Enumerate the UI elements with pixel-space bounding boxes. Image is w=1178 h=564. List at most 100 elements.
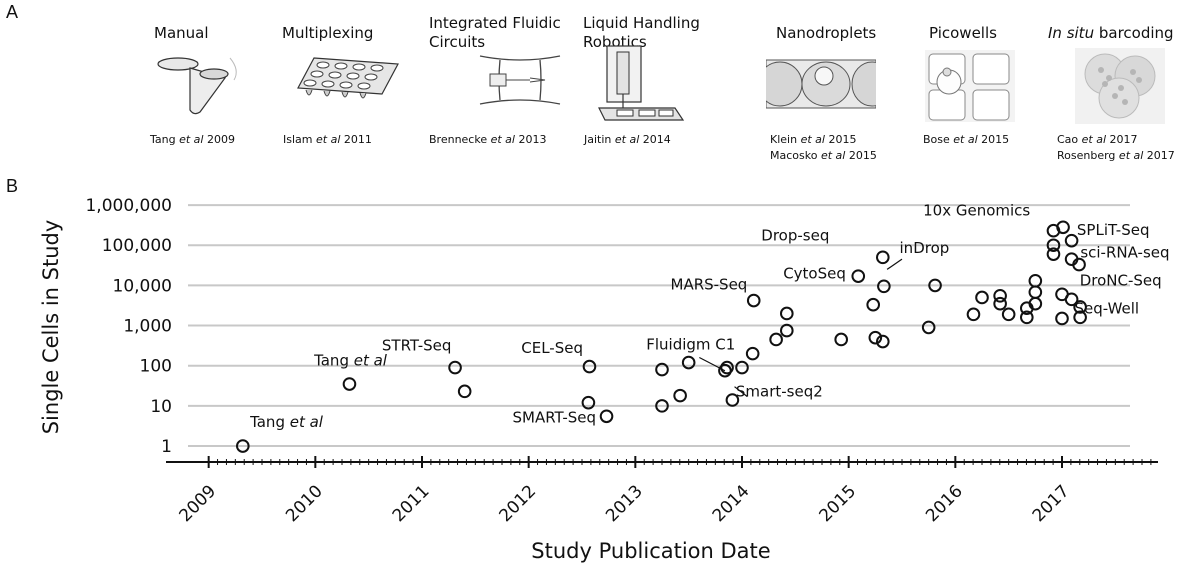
citation-etal: et al: [1081, 133, 1107, 146]
gridlines: [188, 204, 1130, 448]
tech-title: Picowells: [929, 24, 997, 43]
citation-etal: et al: [490, 133, 515, 146]
data-point: [1028, 285, 1043, 299]
citation-author: Jaitin: [584, 133, 612, 146]
data-point: [448, 360, 462, 375]
citation-etal: et al: [179, 133, 204, 146]
citation: Rosenberg et al 2017: [1057, 148, 1175, 164]
method-label: MARS-Seq: [671, 275, 748, 293]
data-point: [866, 297, 881, 312]
tech-citations: Klein et al 2015 Macosko et al 2015: [770, 132, 877, 164]
tech-citations: Bose et al 2015: [923, 132, 1009, 148]
x-tick-label: 2009: [175, 481, 220, 526]
citation: Bose et al 2015: [923, 132, 1009, 148]
method-label: inDrop: [900, 239, 950, 257]
tech-citations: Jaitin et al 2014: [584, 132, 671, 148]
data-point: [735, 360, 749, 375]
data-point: [655, 399, 669, 413]
data-point: [780, 323, 794, 338]
method-label-text: Tang: [313, 352, 349, 370]
data-point: [975, 290, 989, 305]
data-point: [851, 269, 866, 283]
method-label: Seq-Well: [1075, 299, 1140, 317]
data-point: [780, 306, 794, 321]
data-point: [582, 359, 597, 374]
tech-citations: Brennecke et al 2013: [429, 132, 546, 148]
data-point: [1046, 247, 1061, 261]
citation-etal: et al: [1118, 149, 1144, 162]
x-tick-label: 2016: [922, 481, 967, 526]
data-point: [876, 334, 890, 349]
method-label: CEL-Seq: [521, 339, 583, 357]
y-tick-label: 10,000: [113, 276, 172, 296]
data-point: [581, 395, 596, 410]
picowell-illustration: [925, 50, 1015, 122]
tech-title-text: barcoding: [1098, 24, 1174, 42]
leader-line: [699, 356, 726, 372]
data-point: [342, 377, 357, 391]
x-axis-title: Study Publication Date: [531, 539, 770, 563]
method-label: Fluidigm C1: [646, 336, 735, 354]
y-tick-label: 100,000: [102, 236, 172, 256]
citation-year: 2017: [1109, 133, 1138, 146]
method-label-text: Drop-seq: [761, 227, 829, 245]
droplet-illustration: [766, 59, 876, 109]
citation-year: 2009: [206, 133, 235, 146]
method-label-text: Fluidigm C1: [646, 336, 735, 354]
citation: Tang et al 2009: [150, 132, 235, 148]
citation-etal: et al: [316, 133, 341, 146]
data-point: [1073, 310, 1087, 325]
x-tick-label: 2015: [815, 481, 860, 526]
citation: Jaitin et al 2014: [584, 132, 671, 148]
data-point: [876, 250, 890, 265]
tech-citations: Cao et al 2017 Rosenberg et al 2017: [1057, 132, 1175, 164]
method-label-text: CEL-Seq: [521, 339, 583, 357]
tech-title: Nanodroplets: [776, 24, 876, 43]
barcoding-illustration: [1075, 48, 1165, 124]
method-label-text: Seq-Well: [1075, 299, 1140, 317]
data-points: [236, 220, 1087, 453]
data-point: [966, 307, 981, 322]
citation: Cao et al 2017: [1057, 132, 1175, 148]
tech-title-line: Integrated Fluidic: [429, 14, 561, 32]
citation: Macosko et al 2015: [770, 148, 877, 164]
method-label: STRT-Seq: [382, 336, 452, 354]
method-label-italic: et al: [285, 413, 324, 431]
data-point: [236, 439, 250, 453]
tech-title-line: Circuits: [429, 33, 486, 51]
data-point: [599, 409, 614, 424]
data-point: [655, 362, 669, 377]
data-point: [1064, 292, 1079, 307]
citation-author: Islam: [283, 133, 313, 146]
data-point: [928, 278, 942, 293]
method-label-text: 10x Genomics: [923, 202, 1030, 220]
tech-title-italic: In situ: [1048, 24, 1095, 42]
data-point: [457, 384, 472, 399]
tech-title-line: Multiplexing: [282, 24, 374, 42]
method-label: Tang et al: [313, 352, 388, 370]
tech-title: In situ barcoding: [1048, 24, 1174, 43]
data-point: [1056, 220, 1070, 235]
method-label-text: Tang: [249, 413, 285, 431]
method-label-text: STRT-Seq: [382, 336, 452, 354]
citation-year: 2014: [642, 133, 671, 146]
robot-illustration: [598, 45, 685, 121]
citation-author: Klein: [770, 133, 798, 146]
data-point: [1072, 257, 1086, 272]
method-label-text: MARS-Seq: [671, 275, 748, 293]
citation-year: 2015: [828, 133, 857, 146]
citation-year: 2011: [343, 133, 372, 146]
y-tick-label: 1: [161, 437, 172, 457]
citation-author: Brennecke: [429, 133, 488, 146]
x-tick-label: 2010: [282, 481, 327, 526]
citation-author: Bose: [923, 133, 950, 146]
data-point: [921, 320, 936, 335]
data-point: [993, 296, 1007, 311]
data-point: [673, 388, 687, 403]
x-tick-label: 2011: [389, 481, 434, 526]
method-label: SPLiT-Seq: [1077, 221, 1150, 239]
method-label: Tang et al: [249, 413, 324, 431]
data-point: [1073, 300, 1087, 314]
